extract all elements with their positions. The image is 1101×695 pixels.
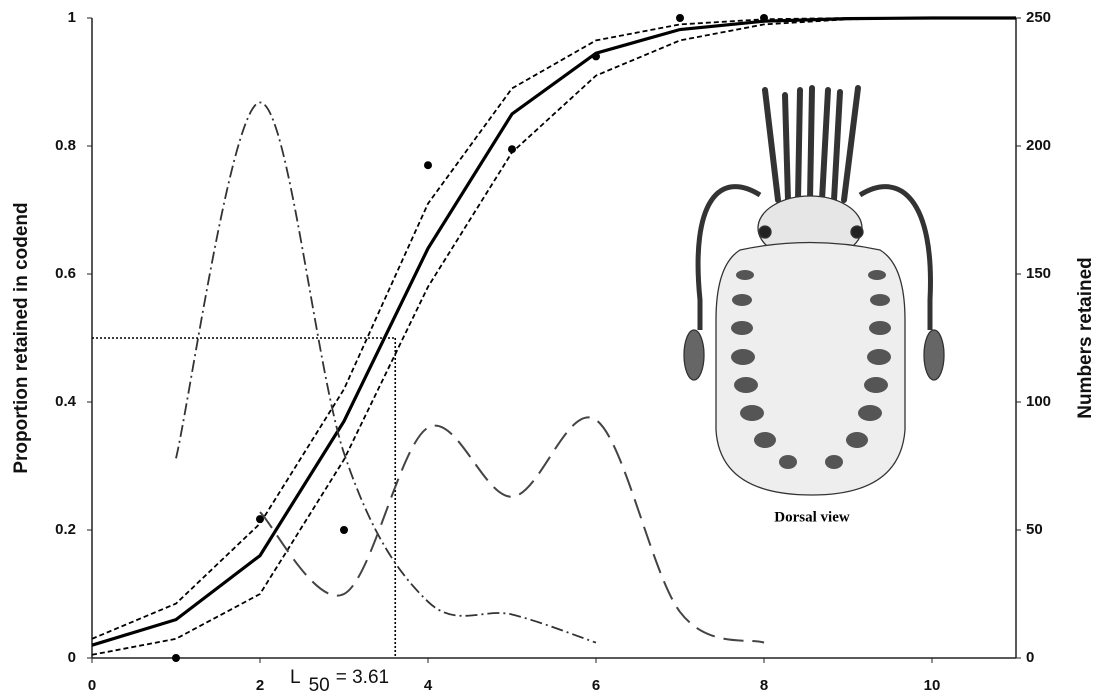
annotation-rest: = 3.61 xyxy=(336,667,389,688)
data-point xyxy=(340,526,348,534)
y-tick-label: 0.8 xyxy=(55,137,76,154)
y2-tick-label: 200 xyxy=(1026,137,1051,154)
l50-annotation: L 50 = 3.61 xyxy=(290,667,389,695)
x-tick-label: 10 xyxy=(924,677,941,694)
y2-axis-title: Numbers retained xyxy=(1075,257,1096,419)
data-point xyxy=(676,14,684,22)
data-point xyxy=(172,654,180,662)
x-tick-label: 0 xyxy=(88,677,96,694)
y2-tick-label: 250 xyxy=(1026,9,1051,26)
y-axis-title: Proportion retained in codend xyxy=(11,202,32,473)
x-tick-label: 8 xyxy=(760,677,768,694)
data-point xyxy=(424,161,432,169)
annotation-subscript: 50 xyxy=(309,675,330,695)
y-tick-label: 1 xyxy=(68,9,76,26)
data-point xyxy=(592,52,600,60)
eye xyxy=(759,226,771,238)
y2-tick-label: 100 xyxy=(1026,393,1051,410)
annotation-main: L xyxy=(290,667,301,688)
y-tick-label: 0 xyxy=(68,649,76,666)
mantle xyxy=(716,243,905,496)
squid-illustration: Dorsal view xyxy=(684,88,944,525)
chart: Proportion retained in codend Numbers re… xyxy=(0,0,1101,695)
y2-tick-label: 50 xyxy=(1026,521,1043,538)
club xyxy=(684,330,704,380)
x-tick-label: 6 xyxy=(592,677,600,694)
data-point xyxy=(760,14,768,22)
series-line xyxy=(260,417,764,642)
y2-tick-label: 0 xyxy=(1026,649,1034,666)
x-tick-label: 4 xyxy=(424,677,433,694)
y2-tick-label: 150 xyxy=(1026,265,1051,282)
x-tick-label: 2 xyxy=(256,677,264,694)
y-tick-label: 0.6 xyxy=(55,265,76,282)
y-tick-label: 0.2 xyxy=(55,521,76,538)
data-point xyxy=(508,145,516,153)
eye xyxy=(851,226,863,238)
arms xyxy=(765,88,858,200)
illustration-caption: Dorsal view xyxy=(774,509,850,525)
y-tick-label: 0.4 xyxy=(55,393,77,410)
club xyxy=(924,330,944,380)
